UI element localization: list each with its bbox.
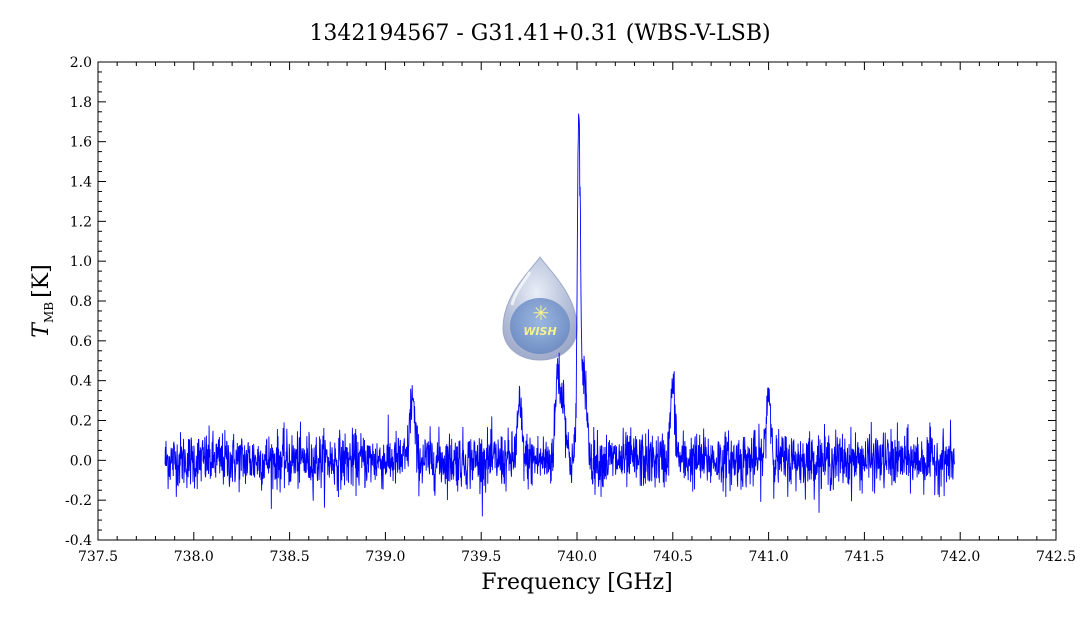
- x-tick-label: 741.5: [844, 549, 884, 565]
- x-tick-label: 742.5: [1036, 549, 1076, 565]
- y-axis-unit: [K]: [29, 264, 54, 298]
- y-tick-label: 1.6: [70, 135, 92, 151]
- spectrum-line: [164, 113, 955, 517]
- x-tick-label: 739.5: [461, 549, 501, 565]
- y-tick-label: 1.4: [70, 175, 92, 191]
- x-tick-label: 741.0: [749, 549, 789, 565]
- y-axis-subscript: MB: [42, 302, 56, 323]
- y-axis-symbol: T: [29, 321, 54, 338]
- y-tick-label: 0.4: [70, 374, 92, 390]
- chart-title: 1342194567 - G31.41+0.31 (WBS-V-LSB): [309, 21, 770, 46]
- x-tick-label: 740.0: [557, 549, 597, 565]
- y-tick-label: 1.8: [70, 95, 92, 111]
- series-layer: [164, 113, 955, 517]
- y-axis-label: TMB [K]: [29, 264, 56, 337]
- x-tick-label: 739.0: [365, 549, 405, 565]
- y-tick-label: 2.0: [70, 55, 92, 71]
- x-tick-label: 740.5: [653, 549, 693, 565]
- y-tick-label: 0.0: [70, 453, 92, 469]
- x-tick-label: 742.0: [940, 549, 980, 565]
- tick-layer: 737.5 738.0 738.5 739.0 739.5 740.0 740.5 741.0…: [65, 55, 1076, 565]
- y-tick-label: -0.2: [65, 493, 92, 509]
- y-tick-label: 0.2: [70, 414, 92, 430]
- x-tick-label: 738.5: [270, 549, 310, 565]
- y-tick-label: 1.0: [70, 254, 92, 270]
- x-tick-label: 737.5: [78, 549, 118, 565]
- x-tick-label: 738.0: [174, 549, 214, 565]
- y-tick-label: 0.6: [70, 334, 92, 350]
- y-tick-label: 0.8: [70, 294, 92, 310]
- wish-logo-text: WISH: [523, 325, 556, 338]
- wish-logo: ✳ WISH: [502, 256, 578, 361]
- y-tick-label: -0.4: [65, 533, 92, 549]
- wish-star-icon: ✳: [533, 301, 550, 325]
- y-tick-label: 1.2: [70, 214, 92, 230]
- x-axis-label: Frequency [GHz]: [481, 570, 673, 595]
